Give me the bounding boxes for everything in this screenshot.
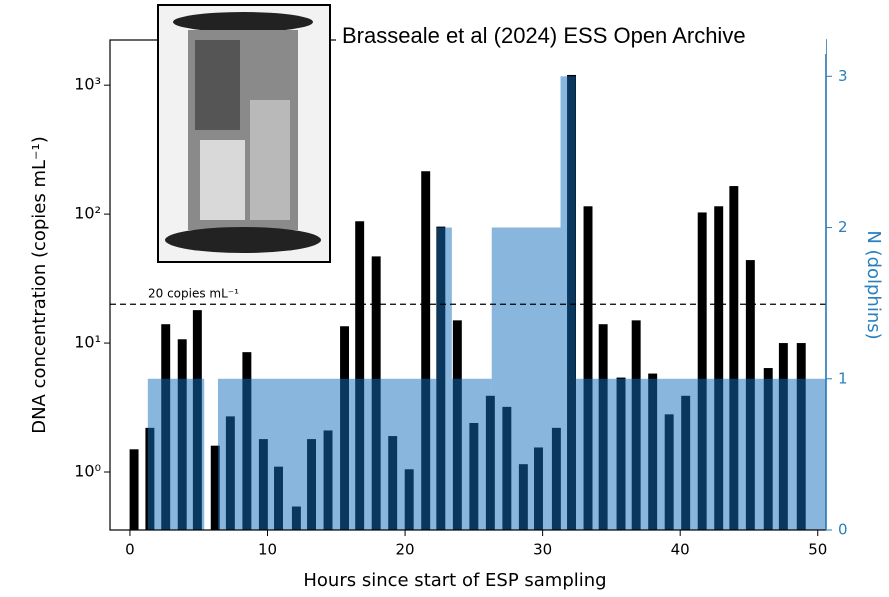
- y2-tick-label: 2: [838, 218, 848, 236]
- dolphin-area: [437, 228, 452, 530]
- dolphin-area: [561, 76, 576, 530]
- chart: 20 copies mL⁻¹ Brasseale et al (2024) ES…: [0, 0, 889, 597]
- dolphin-area: [452, 379, 492, 530]
- dolphin-area: [218, 379, 437, 530]
- y2-tick-label: 3: [838, 67, 848, 85]
- y-tick-label: 10⁰: [74, 462, 101, 481]
- y-tick-label: 10²: [74, 204, 101, 223]
- x-tick-label: 10: [258, 541, 277, 559]
- dolphin-area: [148, 379, 204, 530]
- y-tick-label: 10³: [74, 75, 101, 94]
- y2-tick-label: 1: [838, 369, 848, 387]
- y-tick-label: 10¹: [74, 333, 101, 352]
- threshold-label: 20 copies mL⁻¹: [148, 287, 239, 301]
- y-axis-label: DNA concentration (copies mL⁻¹): [29, 136, 50, 434]
- inset-photo: [158, 5, 330, 262]
- dolphin-area: [492, 228, 561, 530]
- y2-tick-label: 0: [838, 521, 848, 539]
- x-tick-label: 50: [808, 541, 827, 559]
- bar: [130, 449, 139, 530]
- y2-axis-label: N (dolphins): [863, 230, 884, 339]
- x-tick-label: 20: [396, 541, 415, 559]
- dolphin-area: [576, 379, 826, 530]
- x-tick-label: 30: [533, 541, 552, 559]
- x-tick-label: 0: [125, 541, 135, 559]
- citation: Brasseale et al (2024) ESS Open Archive: [342, 23, 746, 48]
- x-axis-label: Hours since start of ESP sampling: [303, 570, 606, 591]
- x-tick-label: 40: [671, 541, 690, 559]
